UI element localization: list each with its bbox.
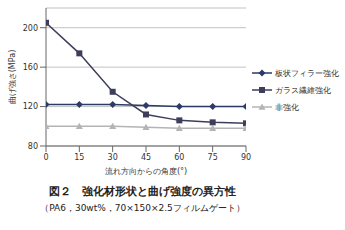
svg-text:0: 0 (43, 153, 48, 162)
html-text:図２ 強化材形状と曲げ強度の異方性: 図２ 強化材形状と曲げ強度の異方性 (49, 185, 236, 198)
html-text:板状フィラー強化: 板状フィラー強化 (275, 68, 339, 78)
svg-text:80: 80 (28, 142, 38, 151)
html-text:ガラス繊維強化: ガラス繊維強化 (275, 85, 331, 95)
svg-text:曲げ強さ(MPa): 曲げ強さ(MPa) (8, 50, 17, 105)
svg-text:160: 160 (23, 63, 38, 72)
html-text:（PA6，30wt%，70×150×2.5フィルムゲート）: （PA6，30wt%，70×150×2.5フィルムゲート） (40, 203, 245, 213)
svg-text:75: 75 (208, 153, 218, 162)
svg-text:60: 60 (174, 153, 184, 162)
svg-text:120: 120 (23, 102, 38, 111)
svg-text:200: 200 (23, 24, 38, 33)
svg-text:流れ方向からの角度(°): 流れ方向からの角度(°) (105, 167, 187, 176)
svg-text:15: 15 (74, 153, 84, 162)
svg-text:90: 90 (241, 153, 251, 162)
svg-text:30: 30 (108, 153, 118, 162)
svg-text:45: 45 (141, 153, 151, 162)
html-text:非強化: 非強化 (275, 102, 299, 112)
